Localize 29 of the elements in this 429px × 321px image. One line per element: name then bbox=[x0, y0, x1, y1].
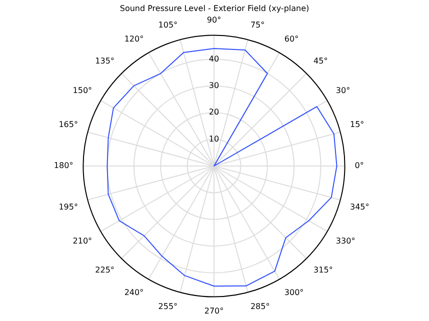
spoke-label: 195° bbox=[58, 202, 78, 212]
spoke-label: 240° bbox=[124, 288, 144, 297]
spoke-label: 255° bbox=[158, 302, 178, 311]
spoke-label: 30° bbox=[336, 86, 350, 95]
spoke-label: 60° bbox=[284, 34, 299, 44]
spoke-label: 75° bbox=[250, 20, 265, 30]
spoke-label: 225° bbox=[95, 265, 114, 274]
spoke-label: 270° bbox=[204, 306, 224, 316]
spoke-label: 135° bbox=[95, 56, 114, 66]
spoke-label: 345° bbox=[350, 202, 370, 212]
chart-title: Sound Pressure Level - Exterior Field (xy-plane) bbox=[120, 4, 310, 13]
spoke-label: 0° bbox=[354, 161, 364, 170]
spoke-label: 15° bbox=[350, 120, 364, 129]
y-tick-label: 10 bbox=[208, 134, 220, 144]
y-tick-label: 40 bbox=[208, 54, 220, 64]
spoke-label: 105° bbox=[158, 20, 178, 30]
spoke-label: 300° bbox=[284, 288, 304, 297]
spoke-label: 315° bbox=[314, 265, 333, 274]
spoke-label: 180° bbox=[54, 161, 74, 170]
spoke-label: 120° bbox=[124, 34, 144, 44]
spoke-label: 285° bbox=[250, 302, 270, 311]
y-tick-label: 30 bbox=[208, 80, 220, 90]
y-tick-label: 20 bbox=[208, 108, 220, 117]
spoke-label: 45° bbox=[314, 56, 328, 66]
spoke-label: 165° bbox=[58, 120, 78, 129]
spoke-label: 90° bbox=[206, 15, 222, 24]
spoke-label: 330° bbox=[336, 236, 356, 246]
spoke-label: 210° bbox=[72, 236, 92, 246]
spoke-label: 150° bbox=[72, 86, 92, 95]
